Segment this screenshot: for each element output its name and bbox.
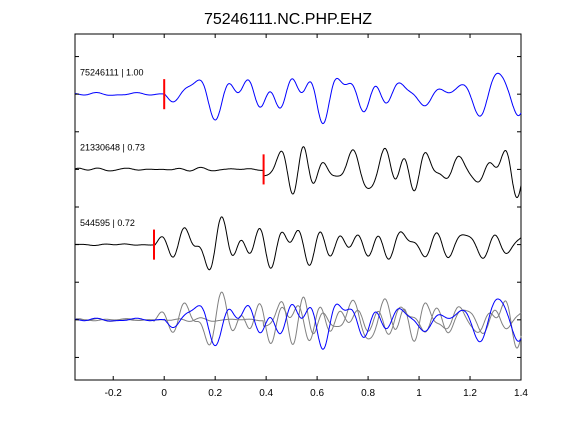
- x-tick-label: 1: [416, 388, 422, 399]
- traces-layer: [74, 72, 522, 350]
- x-tick-label: 0.6: [310, 388, 324, 399]
- x-tick-label: -0.2: [105, 388, 123, 399]
- trace-line-75246111: [74, 72, 522, 125]
- x-tick-label: 0.4: [259, 388, 273, 399]
- trace-labels: 75246111 | 1.00 21330648 | 0.73 544595 | 0…: [80, 67, 145, 227]
- trace-line-21330648: [74, 146, 522, 199]
- x-tick-label: 0: [161, 388, 167, 399]
- trace-line-544595: [75, 216, 522, 271]
- overlay-line-75246111: [75, 298, 522, 350]
- trace-label-21330648: 21330648 | 0.73: [80, 143, 145, 153]
- axis-ticks: [75, 34, 522, 380]
- x-tick-label: 0.2: [208, 388, 222, 399]
- trace-label-75246111: 75246111 | 1.00: [80, 67, 144, 77]
- overlay-line-21330648: [74, 296, 522, 349]
- trace-label-544595: 544595 | 0.72: [80, 218, 135, 228]
- chart-title: 75246111.NC.PHP.EHZ: [204, 11, 372, 28]
- x-tick-labels: -0.2 0 0.2 0.4 0.6 0.8 1 1.2 1.4: [105, 388, 529, 399]
- x-tick-label: 0.8: [361, 388, 375, 399]
- x-tick-label: 1.4: [514, 388, 528, 399]
- overlay-line-544595: [75, 291, 522, 346]
- x-tick-label: 1.2: [463, 388, 477, 399]
- plot-frame: [74, 33, 522, 381]
